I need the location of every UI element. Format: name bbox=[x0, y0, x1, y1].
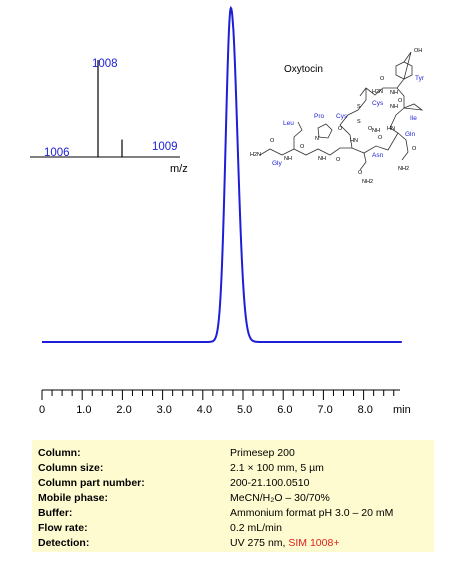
atom-label: O bbox=[378, 135, 383, 141]
info-value: 200-21.100.0510 bbox=[230, 477, 310, 489]
asn-chain bbox=[359, 152, 367, 171]
info-value: UV 275 nm, SIM 1008+ bbox=[230, 536, 339, 550]
x-tick-label: 8.0 bbox=[358, 404, 373, 416]
atom-label: OH bbox=[414, 48, 422, 54]
ile-chain bbox=[389, 87, 424, 134]
atom-label: O bbox=[380, 76, 385, 82]
atom-label: HN bbox=[387, 126, 395, 132]
info-row-detection: Detection: UV 275 nm, SIM 1008+ bbox=[32, 536, 434, 550]
x-tick-label: 2.0 bbox=[116, 404, 131, 416]
atom-label: NH bbox=[390, 90, 398, 96]
atom-label: S bbox=[357, 104, 361, 110]
info-label: Column: bbox=[38, 447, 81, 459]
leu-chain bbox=[293, 121, 303, 149]
atom-label: S bbox=[357, 119, 361, 125]
detection-sim: SIM 1008+ bbox=[288, 537, 340, 549]
x-tick-label: 0 bbox=[39, 404, 45, 416]
atom-label: O bbox=[368, 126, 373, 132]
atom-label: NH bbox=[372, 128, 380, 134]
atom-label: O bbox=[338, 126, 343, 132]
info-label: Flow rate: bbox=[38, 522, 88, 534]
residue-gln: Gln bbox=[405, 131, 416, 138]
info-value: MeCN/H₂O – 30/70% bbox=[230, 492, 330, 504]
oxytocin-structure: Oxytocin Tyr Cys Ile Leu Pro Cys Gln Asn… bbox=[250, 48, 425, 185]
atom-label: NH2 bbox=[398, 166, 409, 172]
info-value: 2.1 × 100 mm, 5 µm bbox=[230, 462, 324, 474]
atom-labels: OH H2N O NH S S O NH HN O HN O O NH O N … bbox=[250, 48, 422, 185]
residue-cys-1: Cys bbox=[372, 100, 384, 107]
mass-spectrum-inset: 1006 1008 1009 m/z bbox=[30, 58, 188, 175]
detection-uv: UV 275 nm, bbox=[230, 537, 289, 549]
info-label: Column size: bbox=[38, 462, 104, 474]
molecule-name: Oxytocin bbox=[284, 64, 323, 75]
tyr-ring bbox=[395, 61, 413, 80]
info-value: Primesep 200 bbox=[230, 447, 295, 459]
atom-label: O bbox=[398, 98, 403, 104]
residue-asn: Asn bbox=[372, 152, 384, 159]
chromatogram-figure: 0 1.0 2.0 3.0 4.0 5.0 6.0 7.0 8.0 min 1006 1008 … bbox=[30, 5, 425, 416]
chromatogram-trace bbox=[42, 5, 402, 343]
atom-label: O bbox=[412, 146, 417, 152]
residue-pro: Pro bbox=[314, 113, 325, 120]
info-label: Mobile phase: bbox=[38, 492, 109, 504]
x-tick-label: 7.0 bbox=[317, 404, 332, 416]
x-axis-ticks bbox=[41, 390, 395, 400]
tyr-chain bbox=[359, 51, 412, 97]
atom-label: H2N bbox=[250, 152, 261, 158]
x-tick-label: 1.0 bbox=[76, 404, 91, 416]
x-axis-label: min bbox=[393, 404, 411, 416]
atom-label: NH bbox=[284, 156, 292, 162]
info-row-flow-rate: Flow rate: 0.2 mL/min bbox=[32, 521, 434, 535]
pro-ring bbox=[317, 123, 333, 139]
info-row-column: Column: Primesep 200 bbox=[32, 446, 434, 460]
atom-label: NH2 bbox=[362, 179, 373, 185]
info-value: Ammonium format pH 3.0 – 20 mM bbox=[230, 507, 394, 519]
info-row-buffer: Buffer: Ammonium format pH 3.0 – 20 mM bbox=[32, 506, 434, 520]
residue-leu: Leu bbox=[283, 120, 294, 127]
ms-label-1008: 1008 bbox=[92, 58, 118, 70]
residue-gly: Gly bbox=[272, 160, 283, 167]
atom-label: NH bbox=[318, 156, 326, 162]
atom-label: HN bbox=[350, 138, 358, 144]
atom-label: O bbox=[300, 144, 305, 150]
atom-label: O bbox=[270, 138, 275, 144]
info-row-column-size: Column size: 2.1 × 100 mm, 5 µm bbox=[32, 461, 434, 475]
residue-labels: Tyr Cys Ile Leu Pro Cys Gln Asn Gly bbox=[272, 75, 425, 167]
info-row-part-number: Column part number: 200-21.100.0510 bbox=[32, 476, 434, 490]
info-label: Detection: bbox=[38, 537, 90, 549]
x-tick-label: 4.0 bbox=[197, 404, 212, 416]
ms-axis-label: m/z bbox=[170, 163, 188, 175]
atom-label: N bbox=[315, 136, 319, 142]
ms-label-1009: 1009 bbox=[152, 141, 178, 153]
info-label: Column part number: bbox=[38, 477, 145, 489]
x-tick-label: 6.0 bbox=[277, 404, 292, 416]
atom-label: NH bbox=[390, 104, 398, 110]
ms-label-1006: 1006 bbox=[44, 147, 70, 159]
x-tick-label: 3.0 bbox=[157, 404, 172, 416]
atom-label: H2N bbox=[372, 89, 383, 95]
backbone-bottom bbox=[259, 132, 399, 156]
structure-bonds bbox=[259, 51, 424, 171]
ring-left bbox=[339, 88, 367, 149]
x-tick-label: 5.0 bbox=[237, 404, 252, 416]
atom-label: O bbox=[336, 157, 341, 163]
gln-chain bbox=[397, 132, 409, 161]
info-value: 0.2 mL/min bbox=[230, 522, 282, 534]
method-info-panel: Column: Primesep 200 Column size: 2.1 × … bbox=[32, 440, 434, 552]
info-label: Buffer: bbox=[38, 507, 73, 519]
residue-cys-2: Cys bbox=[336, 113, 348, 120]
x-axis-tick-labels: 0 1.0 2.0 3.0 4.0 5.0 6.0 7.0 8.0 bbox=[39, 404, 373, 416]
atom-label: O bbox=[358, 170, 363, 176]
residue-tyr: Tyr bbox=[415, 75, 425, 82]
info-row-mobile-phase: Mobile phase: MeCN/H₂O – 30/70% bbox=[32, 491, 434, 505]
residue-ile: Ile bbox=[410, 115, 417, 122]
